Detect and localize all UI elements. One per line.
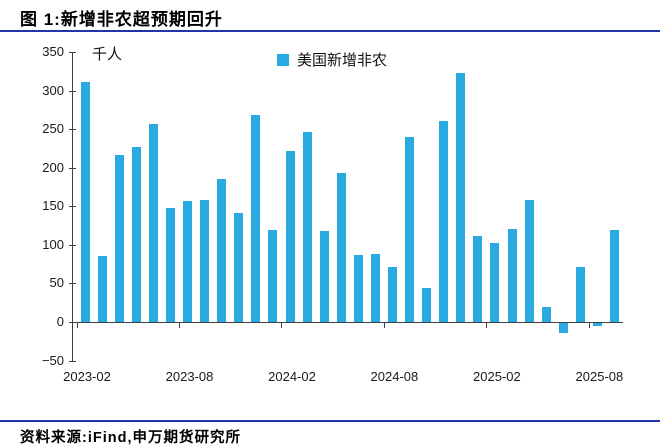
x-axis-tick-label: 2024-08 [370, 369, 419, 384]
x-axis-tick-label: 2025-08 [575, 369, 624, 384]
bar [183, 200, 192, 322]
bar [353, 254, 363, 322]
y-axis-unit-label: 千人 [92, 46, 123, 63]
y-axis-tick-label: 100 [42, 236, 64, 252]
x-axis-tick [281, 322, 283, 328]
y-axis-tick [69, 129, 76, 131]
bar [387, 267, 397, 322]
bar [131, 146, 141, 322]
x-axis-tick [383, 322, 385, 328]
y-axis-tick-label: 300 [42, 82, 64, 98]
bar [558, 323, 568, 333]
x-axis-tick-label: 2025-02 [473, 369, 521, 384]
bar [405, 136, 414, 322]
y-axis-tick-label: 350 [42, 44, 64, 59]
x-axis-tick [486, 322, 488, 328]
bar [610, 230, 619, 322]
bar [336, 173, 346, 322]
bar [251, 114, 261, 322]
y-axis-tick [69, 360, 76, 362]
bar [541, 307, 551, 322]
y-axis-tick-label: −50 [41, 352, 64, 368]
figure-title: 图 1:新增非农超预期回升 [20, 10, 223, 29]
y-axis-tick [69, 167, 76, 169]
x-axis-tick [588, 322, 590, 328]
y-axis-tick-label: 200 [42, 159, 64, 175]
y-axis-tick-label: 250 [42, 121, 64, 137]
bar [575, 266, 585, 322]
bar [439, 120, 449, 322]
bar [165, 207, 175, 322]
y-axis-tick [69, 322, 76, 323]
y-axis-tick [69, 283, 76, 285]
bar [200, 200, 210, 322]
bar [285, 150, 295, 322]
x-axis-tick [178, 322, 180, 328]
x-axis-tick [76, 322, 78, 328]
x-axis-tick-label: 2024-02 [268, 369, 316, 384]
y-axis-tick-label: 50 [49, 275, 64, 291]
bar [592, 323, 602, 327]
source-note: 资料来源:iFind,申万期货研究所 [20, 430, 241, 446]
bar [370, 254, 380, 322]
bar [234, 213, 244, 322]
legend-label: 美国新增非农 [297, 52, 388, 69]
y-axis-tick [69, 52, 76, 53]
y-axis-tick [69, 90, 76, 92]
bar [473, 236, 483, 322]
bar [302, 132, 312, 322]
bar [114, 155, 124, 322]
y-axis-tick-label: 0 [56, 314, 64, 329]
chart-legend: 美国新增非农 [277, 49, 387, 70]
bar [319, 231, 329, 322]
top-divider-rule [0, 30, 660, 32]
bar [80, 82, 90, 322]
x-axis-tick-label: 2023-02 [63, 369, 111, 384]
bar [217, 178, 227, 322]
y-axis-tick [69, 206, 76, 208]
bar [422, 288, 432, 322]
y-axis-tick [69, 244, 76, 246]
legend-swatch-icon [277, 53, 289, 66]
x-axis-tick-label: 2023-08 [165, 369, 214, 384]
bar [524, 200, 534, 322]
bar [507, 229, 517, 322]
bar [148, 123, 158, 322]
bar [97, 255, 107, 322]
x-axis-zero-line [72, 322, 623, 323]
y-axis-tick-label: 150 [42, 198, 64, 214]
bar [490, 243, 500, 322]
bar [268, 230, 278, 322]
bar [456, 72, 466, 322]
bottom-divider-rule [0, 420, 660, 422]
